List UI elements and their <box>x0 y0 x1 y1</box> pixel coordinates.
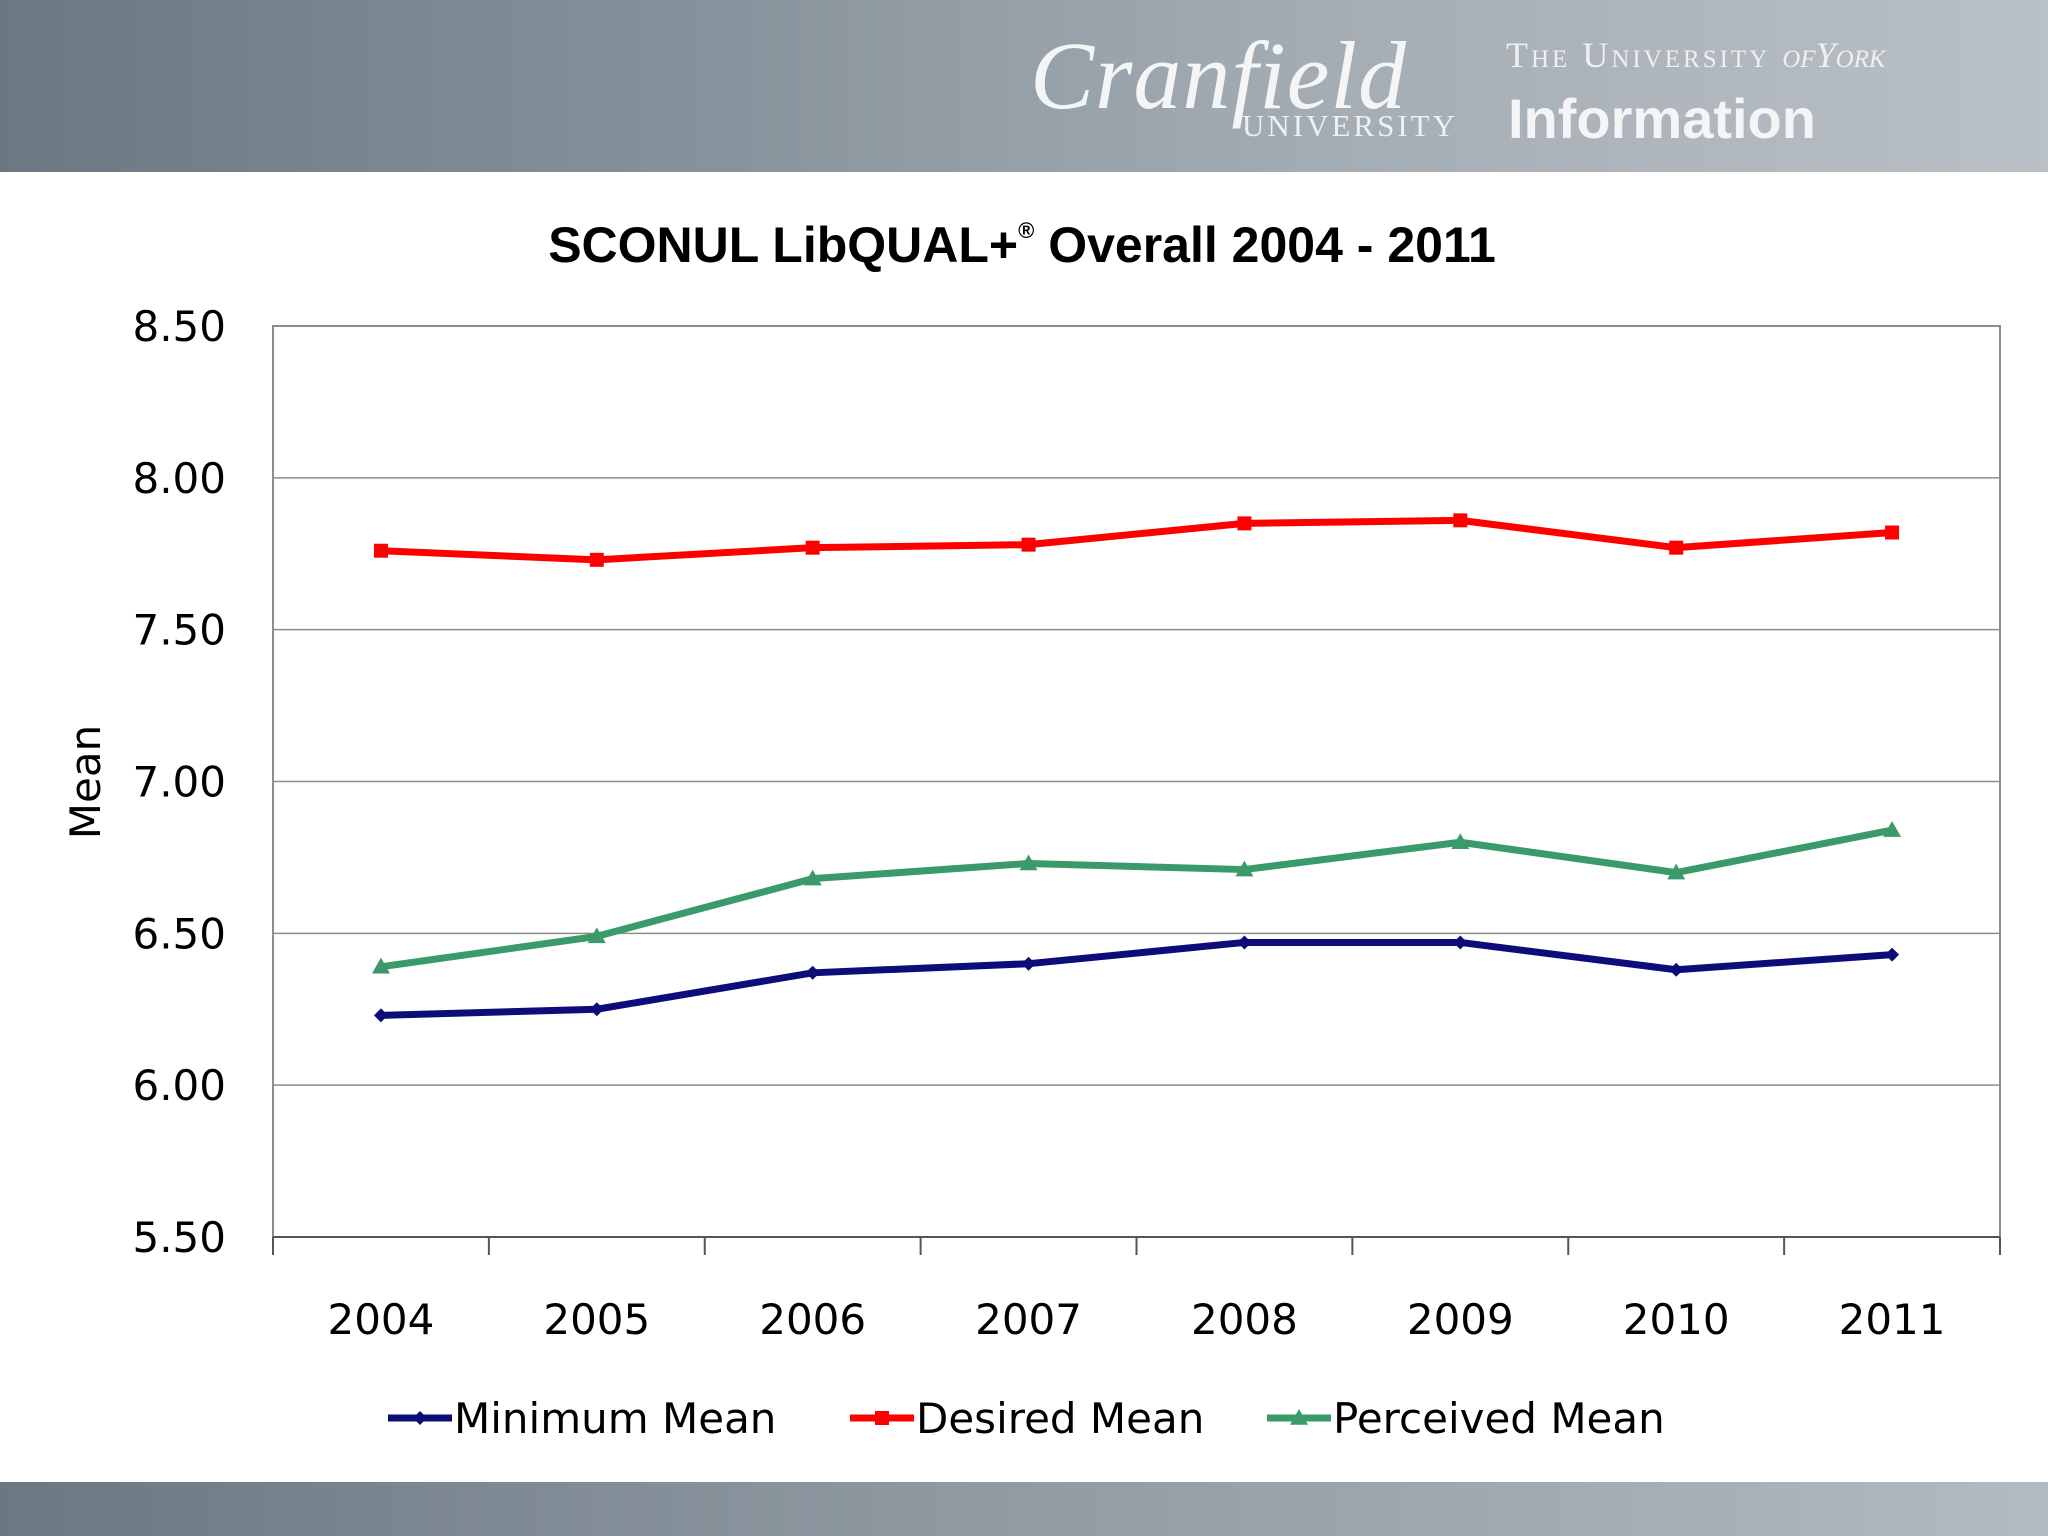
y-tick-label: 7.50 <box>132 606 226 655</box>
minimum-mean-point <box>1453 935 1468 950</box>
legend-label-minimum-mean: Minimum Mean <box>454 1394 776 1443</box>
y-tick-label: 6.00 <box>132 1061 226 1110</box>
desired-mean-point <box>589 552 604 567</box>
chart-title-rest: Overall 2004 - 2011 <box>1034 217 1495 273</box>
chart-title: SCONUL LibQUAL+® Overall 2004 - 2011 <box>548 217 1496 273</box>
x-tick-label: 2010 <box>1623 1295 1730 1344</box>
x-tick-label: 2004 <box>327 1295 434 1344</box>
chart-title-registered: ® <box>1018 218 1034 243</box>
minimum-mean-line <box>377 938 1896 1019</box>
desired-mean-point <box>1021 537 1036 552</box>
perceived-mean-point <box>587 927 606 944</box>
legend-marker-desired-mean <box>875 1411 889 1425</box>
minimum-mean-point <box>589 1002 604 1017</box>
minimum-mean-point <box>1021 956 1036 971</box>
perceived-mean-point <box>371 957 390 974</box>
legend-label-desired-mean: Desired Mean <box>916 1394 1204 1443</box>
york-wordmark: The University ofYork <box>1506 34 1886 76</box>
minimum-mean-point <box>373 1008 388 1023</box>
university-of-york-logo: The University ofYork Information <box>1506 34 1946 154</box>
legend-marker-perceived-mean <box>1290 1409 1308 1425</box>
y-tick-label: 6.50 <box>132 909 226 958</box>
minimum-mean-point <box>1237 935 1252 950</box>
x-tick-label: 2008 <box>1191 1295 1298 1344</box>
perceived-mean-point <box>1883 821 1902 837</box>
x-tick-label: 2007 <box>975 1295 1082 1344</box>
x-tick-label: 2006 <box>759 1295 866 1344</box>
perceived-mean-point <box>803 869 822 886</box>
desired-mean-point <box>1669 540 1684 555</box>
desired-mean-point <box>1237 516 1252 531</box>
minimum-mean-point <box>1669 962 1684 977</box>
perceived-mean-point <box>1451 833 1470 849</box>
chart-title-main: SCONUL LibQUAL+ <box>548 217 1018 273</box>
perceived-mean-line <box>377 826 1896 971</box>
cranfield-wordmark: Cranfield <box>1030 22 1408 129</box>
perceived-mean-point <box>1019 854 1038 871</box>
cranfield-university-logo: Cranfield UNIVERSITY <box>1030 20 1460 150</box>
perceived-mean-point <box>1667 863 1686 880</box>
y-tick-label: 7.00 <box>132 758 226 807</box>
cranfield-university-text: UNIVERSITY <box>1242 108 1458 143</box>
york-department: Information <box>1508 87 1816 150</box>
desired-mean-point <box>1885 525 1900 540</box>
y-axis-title: Mean <box>61 725 110 839</box>
footer-banner <box>0 1482 2048 1536</box>
y-tick-label: 8.00 <box>132 454 226 503</box>
perceived-mean-point <box>1235 860 1254 877</box>
minimum-mean-point <box>805 965 820 980</box>
desired-mean-point <box>1453 513 1468 528</box>
legend-label-perceived-mean: Perceived Mean <box>1333 1394 1665 1443</box>
y-tick-label: 5.50 <box>132 1213 226 1262</box>
desired-mean-point <box>805 540 820 555</box>
minimum-mean-point <box>1885 947 1900 962</box>
york-of: of <box>1782 35 1816 75</box>
x-tick-label: 2005 <box>543 1295 650 1344</box>
header-banner <box>0 0 2048 172</box>
legend-marker-minimum-mean <box>413 1411 427 1425</box>
desired-mean-line <box>377 516 1896 564</box>
york-name: York <box>1815 35 1886 75</box>
x-tick-label: 2011 <box>1839 1295 1946 1344</box>
x-tick-label: 2009 <box>1407 1295 1514 1344</box>
desired-mean-point <box>373 543 388 558</box>
y-tick-label: 8.50 <box>132 302 226 351</box>
york-prefix: The University <box>1506 35 1783 75</box>
